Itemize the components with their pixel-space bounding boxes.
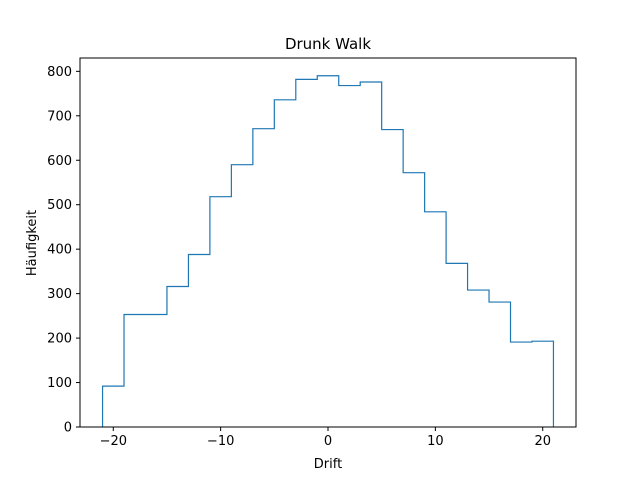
histogram-step-line bbox=[101, 75, 555, 427]
y-tick-label: 500 bbox=[47, 198, 72, 213]
x-axis-label: Drift bbox=[314, 457, 342, 472]
y-tick-label: 200 bbox=[47, 332, 72, 347]
y-tick-label: 0 bbox=[64, 421, 72, 436]
x-axis: −20 −10 0 10 20 bbox=[100, 427, 551, 449]
x-tick-label: −20 bbox=[100, 434, 127, 449]
y-tick-label: 700 bbox=[47, 109, 72, 124]
y-tick-label: 100 bbox=[47, 376, 72, 391]
chart-title: Drunk Walk bbox=[285, 35, 371, 53]
y-axis-label: Häufigkeit bbox=[25, 210, 40, 276]
x-tick-label: 0 bbox=[324, 434, 332, 449]
y-tick-label: 300 bbox=[47, 287, 72, 302]
x-tick-label: 20 bbox=[534, 434, 551, 449]
y-tick-label: 800 bbox=[47, 65, 72, 80]
plot-frame bbox=[79, 57, 577, 428]
y-axis: 0 100 200 300 400 500 600 700 800 bbox=[47, 65, 80, 436]
y-tick-label: 600 bbox=[47, 154, 72, 169]
x-tick-label: 10 bbox=[427, 434, 444, 449]
x-tick-label: −10 bbox=[207, 434, 234, 449]
y-tick-label: 400 bbox=[47, 243, 72, 258]
